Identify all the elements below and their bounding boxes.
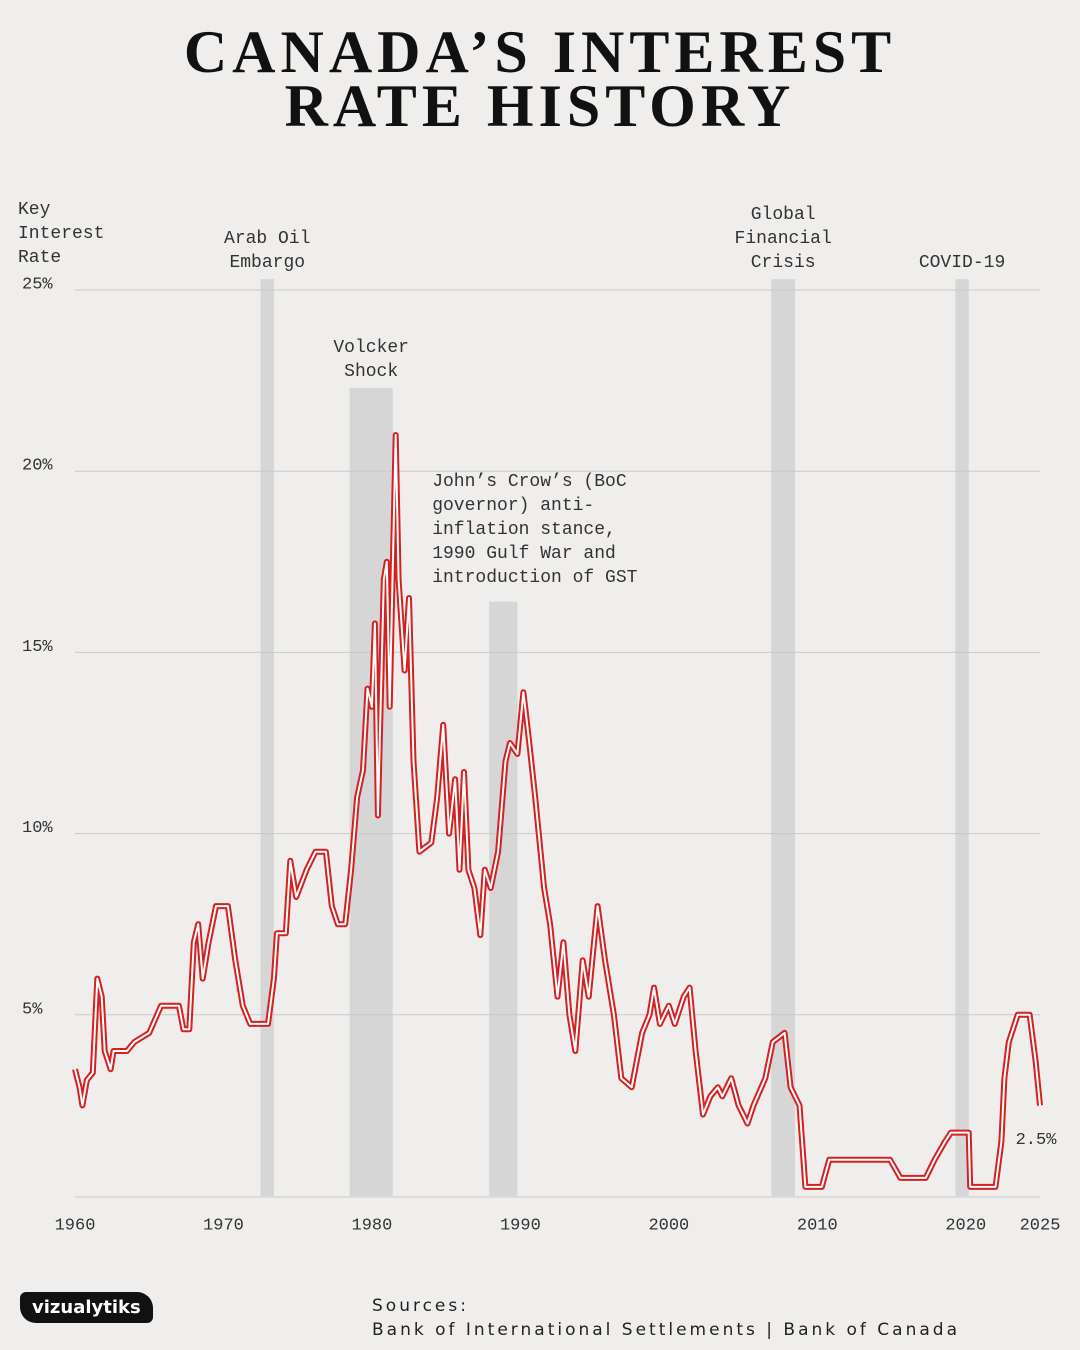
event-band bbox=[260, 279, 274, 1196]
x-tick-label: 2025 bbox=[1020, 1216, 1061, 1235]
x-tick-label: 2010 bbox=[797, 1216, 838, 1235]
event-band bbox=[489, 601, 518, 1196]
event-label: Global Financial Crisis bbox=[734, 205, 832, 274]
y-tick-label: 25% bbox=[22, 275, 53, 294]
brand-logo: vizualytiks bbox=[20, 1292, 153, 1323]
event-band bbox=[771, 279, 796, 1196]
x-tick-label: 1980 bbox=[352, 1216, 393, 1235]
x-tick-label: 1970 bbox=[203, 1216, 244, 1235]
x-tick-label: 1990 bbox=[500, 1216, 541, 1235]
y-tick-label: 20% bbox=[22, 457, 53, 476]
x-tick-label: 2020 bbox=[945, 1216, 986, 1235]
event-label: Arab Oil Embargo bbox=[224, 229, 311, 274]
event-label: Volcker Shock bbox=[333, 337, 409, 382]
event-band bbox=[955, 279, 969, 1196]
event-label: John’s Crow’s (BoC governor) anti-inflat… bbox=[432, 471, 638, 588]
y-tick-label: 10% bbox=[22, 819, 53, 838]
y-tick-label: 5% bbox=[22, 1000, 43, 1019]
line-core bbox=[74, 434, 1041, 1188]
source: Bank of International Settlements | Bank… bbox=[372, 1320, 960, 1340]
end-label: 2.5% bbox=[1016, 1131, 1058, 1150]
x-tick-label: 1960 bbox=[55, 1216, 96, 1235]
chart-title: CANADA’S INTEREST bbox=[183, 19, 897, 85]
y-tick-label: 15% bbox=[22, 638, 53, 657]
y-axis-label: Key Interest Rate bbox=[18, 200, 105, 268]
x-tick-label: 2000 bbox=[648, 1216, 689, 1235]
source-title: Sources: bbox=[372, 1296, 469, 1316]
event-label: COVID-19 bbox=[918, 253, 1006, 274]
chart-title: RATE HISTORY bbox=[284, 73, 796, 139]
